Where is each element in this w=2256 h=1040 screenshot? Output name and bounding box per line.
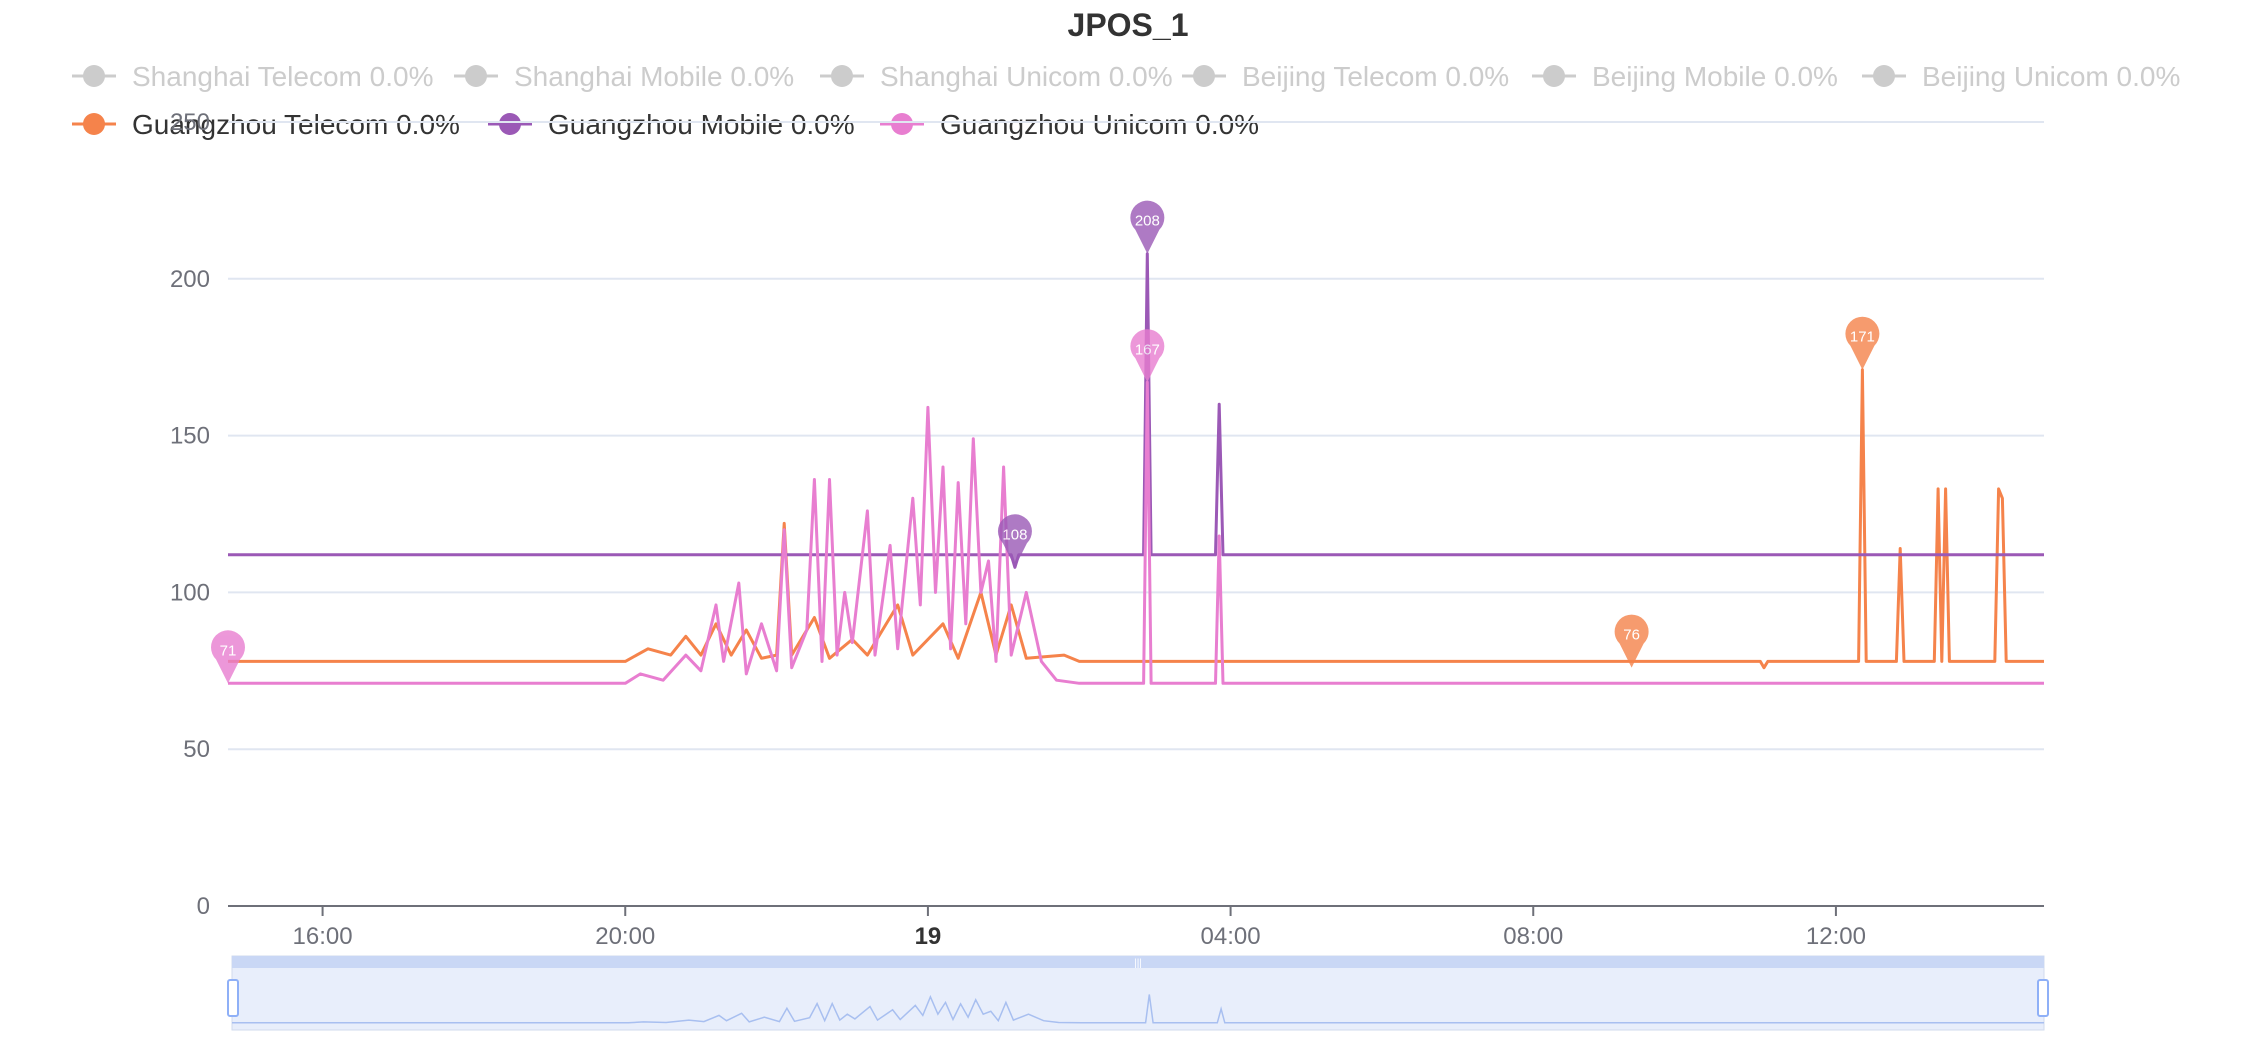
marker-label: 76 (1623, 627, 1640, 644)
y-tick-label: 150 (170, 423, 210, 450)
value-marker: 171 (1845, 316, 1880, 370)
legend-item-3[interactable]: Beijing Telecom 0.0% (1182, 61, 1509, 92)
zoom-left-handle[interactable] (227, 979, 239, 1017)
legend-dot-icon (465, 65, 487, 87)
series-line-6 (228, 368, 2044, 670)
legend-dot-icon (831, 65, 853, 87)
marker-label: 167 (1135, 341, 1160, 358)
x-tick-label: 08:00 (1503, 923, 1563, 950)
x-axis: 16:00 20:00 19 04:00 08:00 12:00 (228, 905, 2044, 950)
legend-label: Beijing Telecom 0.0% (1242, 61, 1509, 92)
legend-label: Guangzhou Telecom 0.0% (132, 109, 460, 140)
legend-item-5[interactable]: Beijing Unicom 0.0% (1862, 61, 2180, 92)
marker-label: 71 (220, 642, 237, 659)
y-tick-label: 0 (197, 893, 210, 920)
legend-dot-icon (83, 65, 105, 87)
marker-pin (210, 630, 245, 684)
series-line-7 (228, 252, 2044, 569)
zoom-track[interactable] (231, 955, 2045, 1031)
legend-dot-icon (891, 113, 913, 135)
legend-dot-icon (1873, 65, 1895, 87)
x-tick-label: 16:00 (293, 923, 353, 950)
value-marker: 76 (1614, 614, 1649, 668)
legend-label: Guangzhou Unicom 0.0% (940, 109, 1259, 140)
x-tick-label: 20:00 (595, 923, 655, 950)
zoom-top-bar[interactable] (232, 956, 2044, 968)
y-tick-label: 50 (183, 736, 210, 763)
marker-label: 208 (1135, 213, 1160, 230)
legend-dot-icon (1193, 65, 1215, 87)
chart-title: JPOS_1 (1068, 7, 1189, 43)
legend-dot-icon (83, 113, 105, 135)
marker-label: 171 (1850, 329, 1875, 346)
marker-pin (1845, 316, 1880, 370)
legend-label: Shanghai Telecom 0.0% (132, 61, 433, 92)
legend-item-8[interactable]: Guangzhou Unicom 0.0% (880, 109, 1259, 140)
x-tick-label: 12:00 (1806, 923, 1866, 950)
y-tick-label: 250 (170, 109, 210, 136)
legend: Shanghai Telecom 0.0% Shanghai Mobile 0.0… (72, 61, 2180, 140)
legend-label: Shanghai Unicom 0.0% (880, 61, 1173, 92)
marker-label: 108 (1002, 526, 1027, 543)
value-marker: 108 (997, 514, 1032, 568)
y-tick-label: 200 (170, 266, 210, 293)
legend-item-6[interactable]: Guangzhou Telecom 0.0% (72, 109, 460, 140)
grid (228, 121, 2044, 751)
legend-label: Shanghai Mobile 0.0% (514, 61, 794, 92)
legend-item-0[interactable]: Shanghai Telecom 0.0% (72, 61, 433, 92)
zoom-right-handle[interactable] (2037, 979, 2049, 1017)
value-marker: 208 (1130, 200, 1165, 254)
legend-item-1[interactable]: Shanghai Mobile 0.0% (454, 61, 794, 92)
series-line-8 (228, 380, 2044, 685)
legend-label: Guangzhou Mobile 0.0% (548, 109, 855, 140)
legend-label: Beijing Unicom 0.0% (1922, 61, 2180, 92)
zoom-preview-line (232, 994, 2044, 1024)
x-tick-label: 04:00 (1201, 923, 1261, 950)
zoom-drag-grip[interactable]: ||| (1134, 958, 1142, 969)
legend-dot-icon (499, 113, 521, 135)
legend-label: Beijing Mobile 0.0% (1592, 61, 1838, 92)
legend-dot-icon (1543, 65, 1565, 87)
marker-pin (997, 514, 1032, 568)
marker-layer: 171 76 208 108 167 71 (210, 200, 1880, 684)
legend-item-2[interactable]: Shanghai Unicom 0.0% (820, 61, 1173, 92)
y-tick-label: 100 (170, 579, 210, 606)
y-axis: 0 50 100 150 200 250 (170, 109, 210, 920)
legend-item-7[interactable]: Guangzhou Mobile 0.0% (488, 109, 855, 140)
value-marker: 167 (1130, 329, 1165, 383)
data-zoom-slider[interactable]: ||| (227, 955, 2049, 1031)
x-tick-label: 19 (915, 923, 942, 950)
marker-pin (1130, 200, 1165, 254)
marker-pin (1130, 329, 1165, 383)
value-marker: 71 (210, 630, 245, 684)
plot-area (228, 252, 2044, 685)
legend-item-4[interactable]: Beijing Mobile 0.0% (1532, 61, 1838, 92)
marker-pin (1614, 614, 1649, 668)
